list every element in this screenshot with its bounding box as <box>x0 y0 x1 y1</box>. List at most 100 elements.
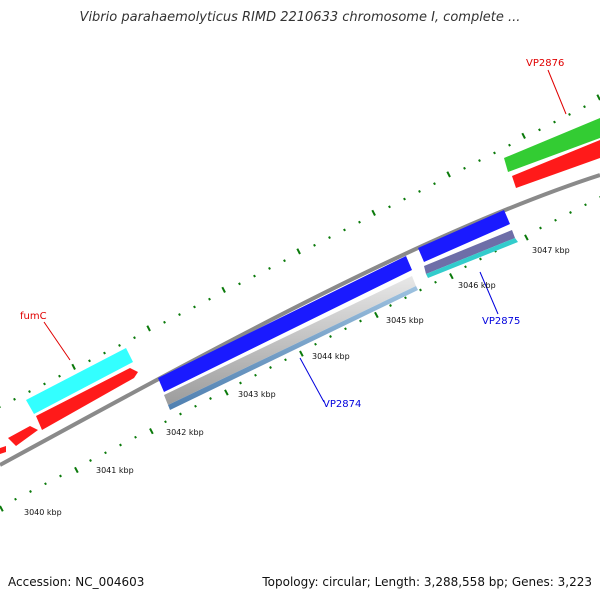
label-fumC: fumC <box>20 311 47 322</box>
minor-tick <box>403 197 406 201</box>
minor-tick <box>389 304 392 307</box>
minor-tick <box>43 382 46 386</box>
gene-arrow-red <box>8 426 38 446</box>
minor-tick <box>553 120 556 124</box>
minor-tick <box>568 112 571 116</box>
minor-tick <box>119 443 122 447</box>
minor-tick <box>479 257 482 261</box>
minor-tick <box>358 220 361 224</box>
major-tick <box>299 350 304 357</box>
gene-arrow-red-small <box>0 446 6 454</box>
minor-tick <box>344 327 347 331</box>
minor-tick <box>313 243 316 247</box>
label-vp2875: VP2875 <box>482 316 520 327</box>
minor-tick <box>584 203 587 207</box>
chromosome-backbone <box>0 173 600 467</box>
major-tick <box>374 311 379 319</box>
tick-label-3047: 3047 kbp <box>532 246 570 255</box>
vp2875-leader <box>479 271 499 315</box>
major-tick <box>224 389 229 396</box>
major-tick <box>449 273 454 280</box>
major-tick <box>149 428 154 435</box>
minor-tick <box>104 451 107 455</box>
minor-tick <box>239 381 242 385</box>
label-vp2876: VP2876 <box>526 58 564 69</box>
minor-tick <box>254 373 257 377</box>
major-tick <box>521 132 526 139</box>
minor-tick <box>13 397 16 401</box>
minor-tick <box>179 412 182 416</box>
minor-tick <box>178 313 181 317</box>
minor-tick <box>359 319 362 323</box>
minor-tick <box>328 236 331 240</box>
minor-tick <box>164 420 167 424</box>
minor-tick <box>163 320 166 324</box>
minor-tick <box>88 359 91 363</box>
tick-label-3044: 3044 kbp <box>312 352 350 361</box>
minor-tick <box>28 390 31 394</box>
minor-tick <box>464 265 467 269</box>
major-tick <box>524 234 529 241</box>
major-tick <box>221 286 226 293</box>
tick-label-3043: 3043 kbp <box>238 390 276 399</box>
major-tick <box>71 363 76 370</box>
minor-tick <box>59 474 62 478</box>
genome-summary-text: Topology: circular; Length: 3,288,558 bp… <box>262 575 592 589</box>
minor-tick <box>284 358 287 362</box>
tick-label-3042: 3042 kbp <box>166 428 204 437</box>
minor-tick <box>433 182 436 186</box>
minor-tick <box>329 335 332 338</box>
fumC-leader <box>43 321 71 361</box>
tick-label-3045: 3045 kbp <box>386 316 424 325</box>
minor-tick <box>554 218 557 222</box>
gene-vp2875 <box>418 210 510 262</box>
minor-tick <box>508 143 511 147</box>
major-tick <box>446 171 451 178</box>
minor-tick <box>343 228 346 232</box>
map-title: Vibrio parahaemolyticus RIMD 2210633 chr… <box>79 10 521 25</box>
vp2876-leader <box>547 69 567 115</box>
minor-tick <box>29 490 32 493</box>
major-tick <box>0 505 4 512</box>
minor-tick <box>44 482 47 486</box>
gene-vp2876-green <box>504 118 600 172</box>
minor-tick <box>134 435 137 439</box>
minor-tick <box>314 342 317 346</box>
minor-tick <box>118 343 121 347</box>
minor-tick <box>209 397 212 400</box>
major-tick <box>371 209 376 216</box>
minor-tick <box>193 305 196 309</box>
gene-vp2875-cyan <box>426 238 518 278</box>
label-vp2874: VP2874 <box>323 399 361 410</box>
minor-tick <box>89 459 92 462</box>
vp2874-leader <box>299 357 325 403</box>
minor-tick <box>478 159 481 163</box>
minor-tick <box>268 266 271 270</box>
minor-tick <box>14 497 17 501</box>
minor-tick <box>569 211 572 214</box>
gene-fumC-red <box>36 368 138 430</box>
inner-tick-row <box>0 196 600 512</box>
minor-tick <box>283 259 286 263</box>
accession-text: Accession: NC_004603 <box>8 575 145 589</box>
minor-tick <box>418 189 421 193</box>
gene-vp2876-red <box>512 140 600 188</box>
minor-tick <box>463 166 466 170</box>
minor-tick <box>419 288 422 292</box>
minor-tick <box>238 282 241 286</box>
minor-tick <box>538 128 541 132</box>
tick-label-3041: 3041 kbp <box>96 466 134 475</box>
outer-tick-row <box>0 94 600 408</box>
major-tick <box>146 325 151 332</box>
minor-tick <box>539 226 542 230</box>
minor-tick <box>194 404 197 408</box>
minor-tick <box>133 336 136 340</box>
minor-tick <box>493 151 496 155</box>
gene-fumC-cyan <box>26 348 133 414</box>
minor-tick <box>208 297 211 301</box>
minor-tick <box>103 351 106 355</box>
minor-tick <box>388 205 391 209</box>
gene-vp2874-steel <box>168 286 418 410</box>
